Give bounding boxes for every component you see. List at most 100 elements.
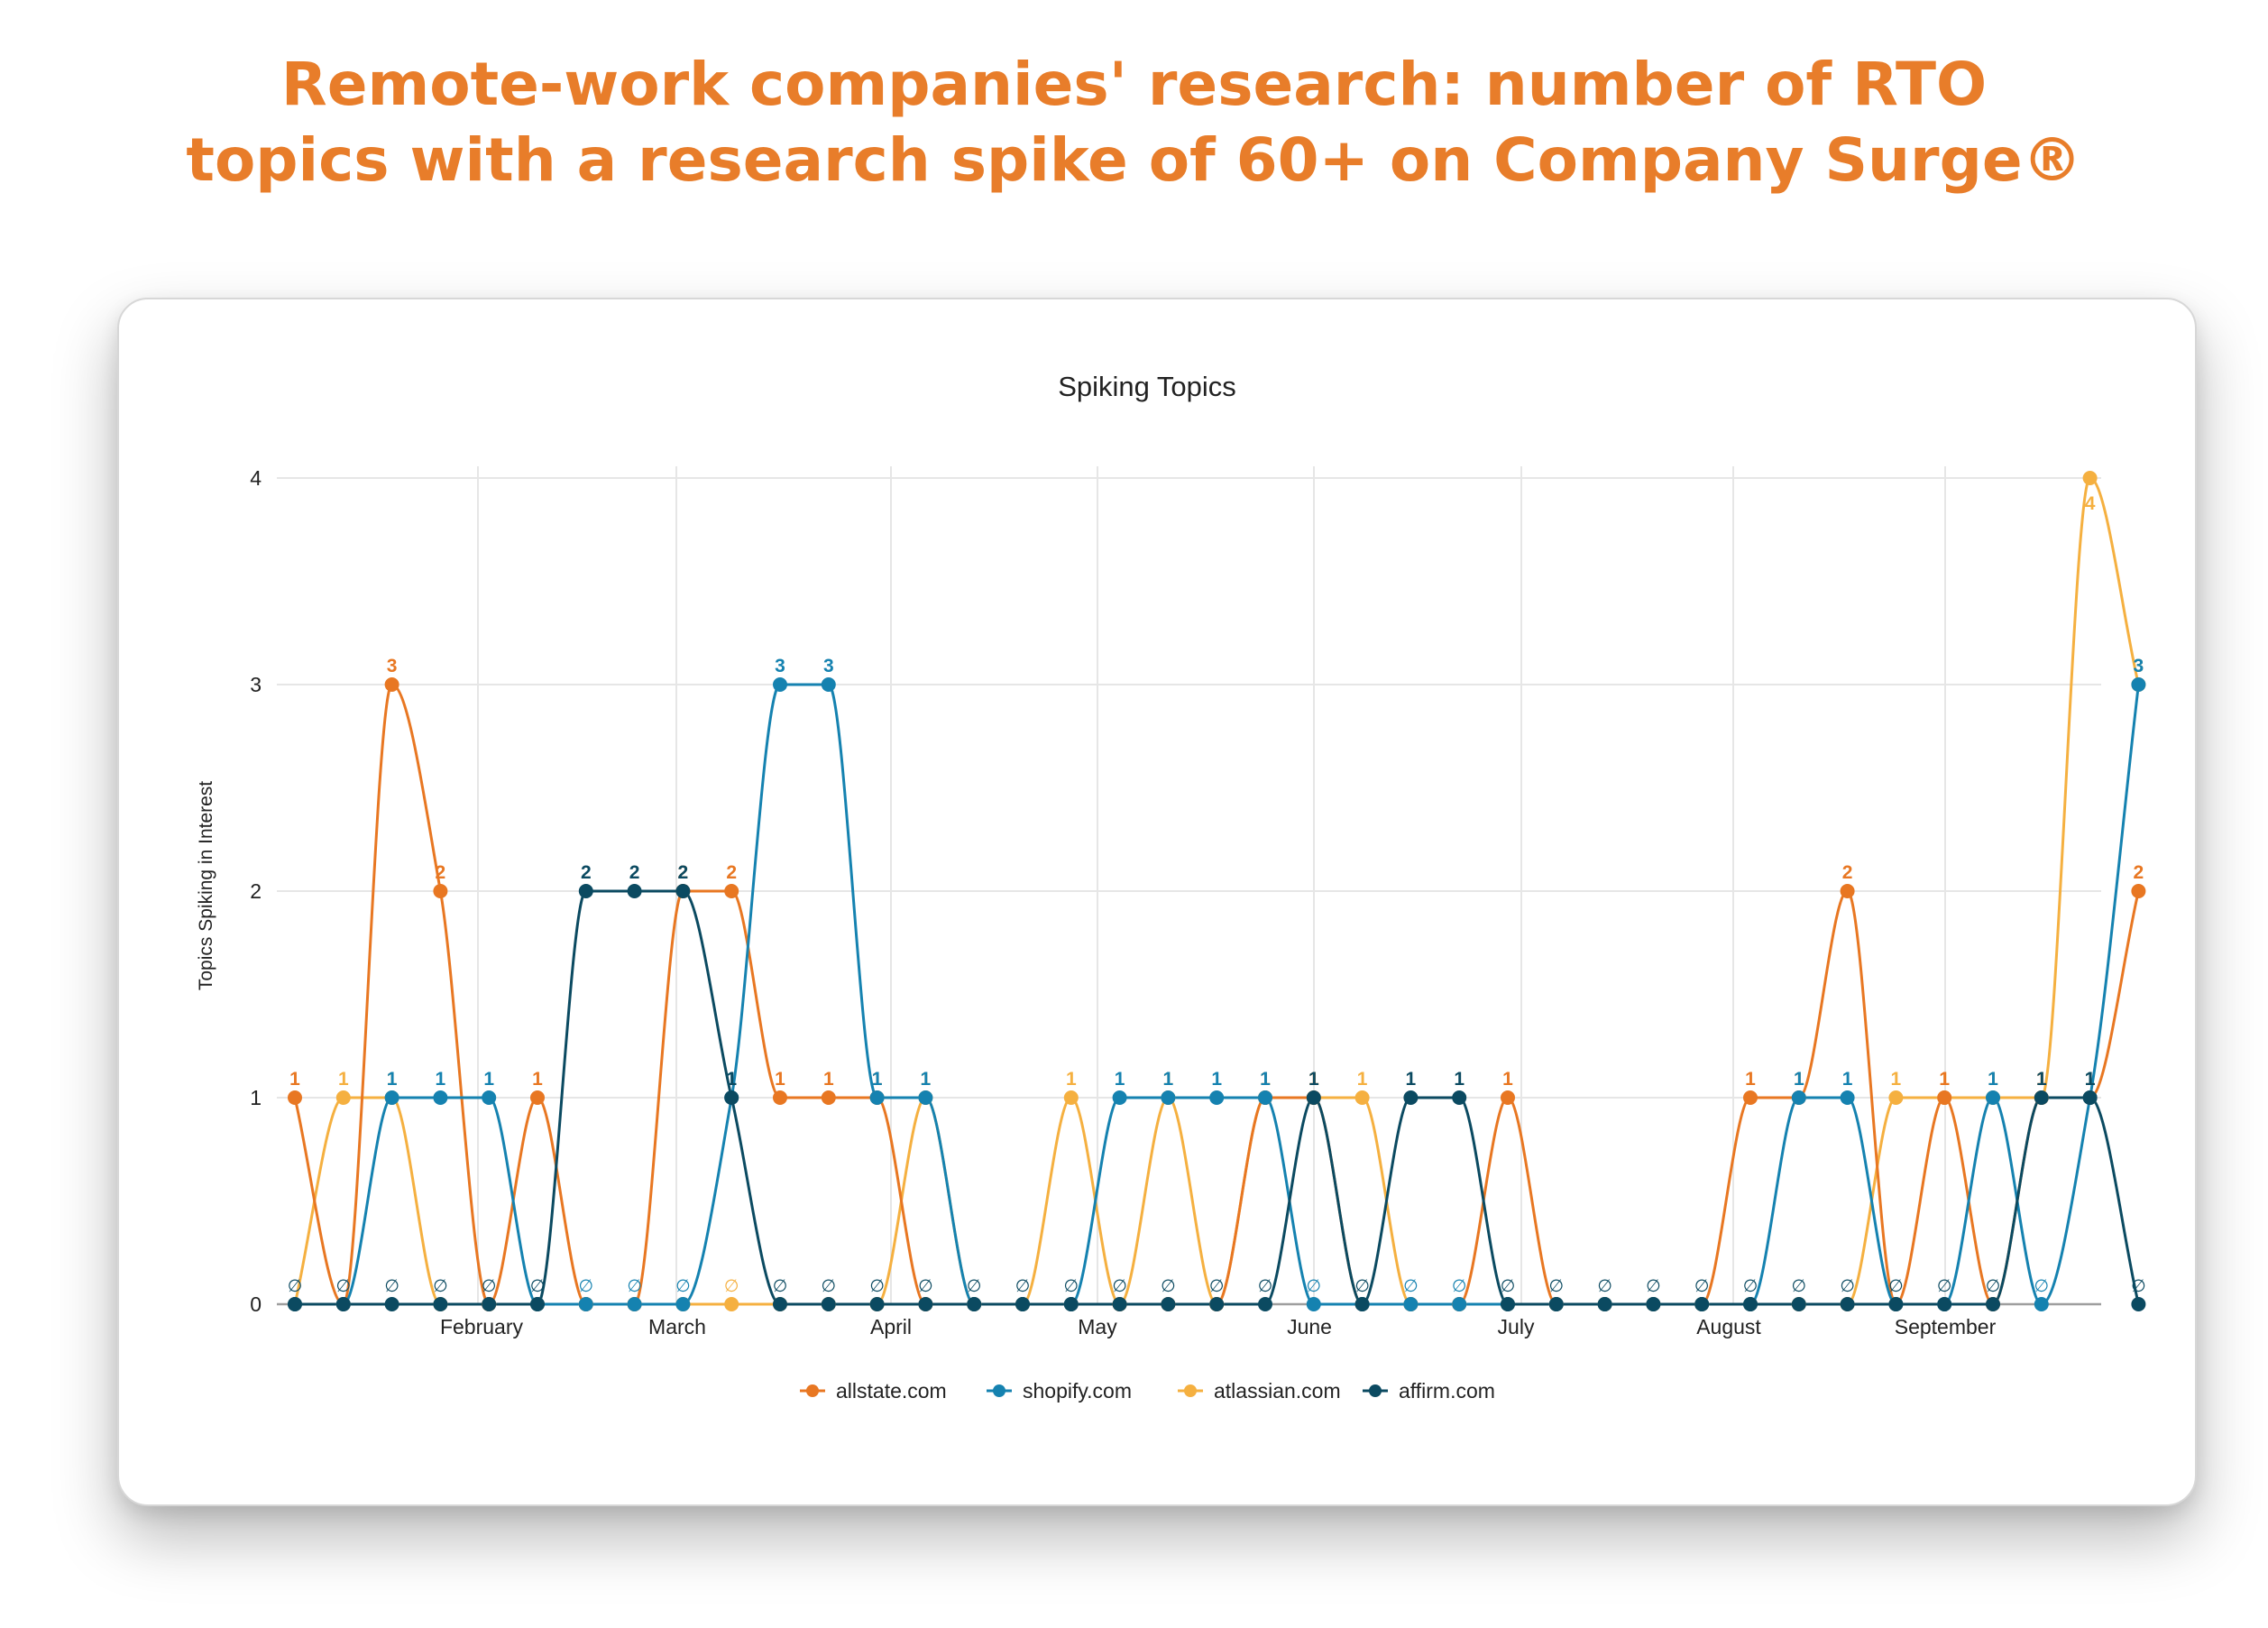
zero-value-label: ∅	[1986, 1277, 2001, 1296]
zero-value-label: ∅	[579, 1277, 594, 1296]
data-label-atlassian: 1	[1988, 1069, 1998, 1090]
zero-value-label: ∅	[1597, 1277, 1612, 1296]
data-label-shopify: 1	[1163, 1069, 1174, 1090]
data-point-affirm	[967, 1297, 982, 1311]
data-label-atlassian: 1	[921, 1069, 932, 1090]
data-point-atlassian	[1888, 1090, 1904, 1105]
data-point-shopify	[1452, 1297, 1467, 1311]
legend-marker-shopify	[993, 1384, 1005, 1397]
data-point-affirm	[1015, 1297, 1030, 1311]
data-point-affirm	[627, 884, 642, 898]
data-point-atlassian	[335, 1090, 351, 1105]
zero-value-label: ∅	[1209, 1277, 1225, 1296]
zero-value-label: ∅	[1112, 1277, 1127, 1296]
data-label-atlassian: 1	[1939, 1069, 1950, 1090]
data-label-affirm: 1	[2085, 1069, 2096, 1090]
data-label-atlassian: 1	[1891, 1069, 1902, 1090]
zero-value-label: ∅	[1452, 1277, 1467, 1296]
data-label-shopify: 1	[1115, 1069, 1125, 1090]
x-month-label: May	[1078, 1315, 1117, 1338]
data-label-atlassian: 3	[2134, 656, 2144, 676]
data-point-affirm	[821, 1297, 836, 1311]
data-point-shopify	[1112, 1090, 1127, 1105]
data-label-shopify: 1	[1211, 1069, 1222, 1090]
data-point-affirm	[1548, 1297, 1564, 1311]
data-point-affirm	[1888, 1297, 1904, 1311]
data-label-allstate: 1	[775, 1069, 785, 1090]
legend-label-atlassian: atlassian.com	[1214, 1379, 1341, 1403]
data-label-shopify: 1	[921, 1069, 932, 1090]
y-tick-label: 2	[250, 879, 262, 903]
data-label-shopify: 1	[2085, 1069, 2096, 1090]
data-point-affirm	[433, 1297, 448, 1311]
zero-value-label: ∅	[675, 1277, 691, 1296]
data-point-shopify	[1161, 1090, 1176, 1105]
data-point-shopify	[1403, 1297, 1419, 1311]
data-point-affirm	[2034, 1090, 2049, 1105]
data-point-affirm	[1840, 1297, 1855, 1311]
zero-value-label: ∅	[1549, 1277, 1565, 1296]
x-month-label: June	[1287, 1315, 1332, 1338]
data-point-allstate	[1937, 1090, 1952, 1105]
x-month-label: July	[1498, 1315, 1535, 1338]
data-label-affirm: 1	[1308, 1069, 1319, 1090]
data-point-shopify	[773, 677, 787, 692]
data-point-atlassian	[1063, 1090, 1079, 1105]
data-label-allstate: 1	[1794, 1069, 1804, 1090]
data-label-shopify: 1	[483, 1069, 494, 1090]
zero-value-label: ∅	[1064, 1277, 1079, 1296]
legend-label-allstate: allstate.com	[836, 1379, 947, 1403]
zero-value-label: ∅	[1161, 1277, 1176, 1296]
zero-value-label: ∅	[288, 1277, 303, 1296]
data-label-affirm: 1	[1454, 1069, 1465, 1090]
x-month-label: September	[1895, 1315, 1997, 1338]
data-point-shopify	[482, 1090, 497, 1105]
data-label-atlassian: 1	[2036, 1069, 2047, 1090]
data-label-atlassian: 1	[338, 1069, 349, 1090]
x-month-label: April	[870, 1315, 912, 1338]
data-label-shopify: 3	[823, 656, 834, 676]
zero-value-label: ∅	[1743, 1277, 1758, 1296]
zero-value-label: ∅	[482, 1277, 497, 1296]
data-label-allstate: 1	[532, 1069, 543, 1090]
data-point-affirm	[335, 1297, 351, 1311]
data-point-allstate	[288, 1090, 302, 1105]
data-label-atlassian: 4	[2085, 493, 2096, 514]
data-label-atlassian: 1	[1066, 1069, 1077, 1090]
data-point-shopify	[918, 1090, 933, 1105]
data-point-shopify	[1791, 1090, 1806, 1105]
data-label-allstate: 2	[436, 862, 446, 883]
data-point-affirm	[1112, 1297, 1127, 1311]
x-month-label: March	[648, 1315, 706, 1338]
data-label-allstate: 2	[726, 862, 737, 883]
headline: Remote-work companies' research: number …	[0, 47, 2268, 198]
data-label-allstate: 1	[1260, 1069, 1271, 1090]
data-point-allstate	[773, 1090, 787, 1105]
data-label-atlassian: 1	[1308, 1069, 1319, 1090]
chart-title: Spiking Topics	[1058, 371, 1236, 402]
data-label-atlassian: 1	[387, 1069, 398, 1090]
data-point-atlassian	[1354, 1090, 1370, 1105]
y-tick-label: 3	[250, 673, 262, 696]
data-point-shopify	[1258, 1090, 1272, 1105]
y-tick-label: 1	[250, 1086, 262, 1109]
data-label-allstate: 1	[823, 1069, 834, 1090]
data-point-affirm	[1063, 1297, 1079, 1311]
data-point-affirm	[675, 884, 691, 898]
data-point-affirm	[1501, 1297, 1515, 1311]
zero-value-label: ∅	[384, 1277, 399, 1296]
legend-marker-affirm	[1369, 1384, 1382, 1397]
data-label-affirm: 2	[629, 862, 640, 883]
data-point-shopify	[675, 1297, 691, 1311]
legend-marker-atlassian	[1184, 1384, 1197, 1397]
chart-card: Spiking Topics 0 1 2 3 4 Topics Spiking in Int…	[117, 298, 2197, 1506]
zero-value-label: ∅	[1888, 1277, 1904, 1296]
zero-value-label: ∅	[1646, 1277, 1661, 1296]
data-point-shopify	[1840, 1090, 1855, 1105]
zero-value-label: ∅	[1015, 1277, 1031, 1296]
zero-value-label: ∅	[2034, 1277, 2050, 1296]
data-point-affirm	[1694, 1297, 1710, 1311]
data-label-allstate: 1	[1502, 1069, 1513, 1090]
zero-value-label: ∅	[1307, 1277, 1322, 1296]
legend-marker-allstate	[806, 1384, 819, 1397]
